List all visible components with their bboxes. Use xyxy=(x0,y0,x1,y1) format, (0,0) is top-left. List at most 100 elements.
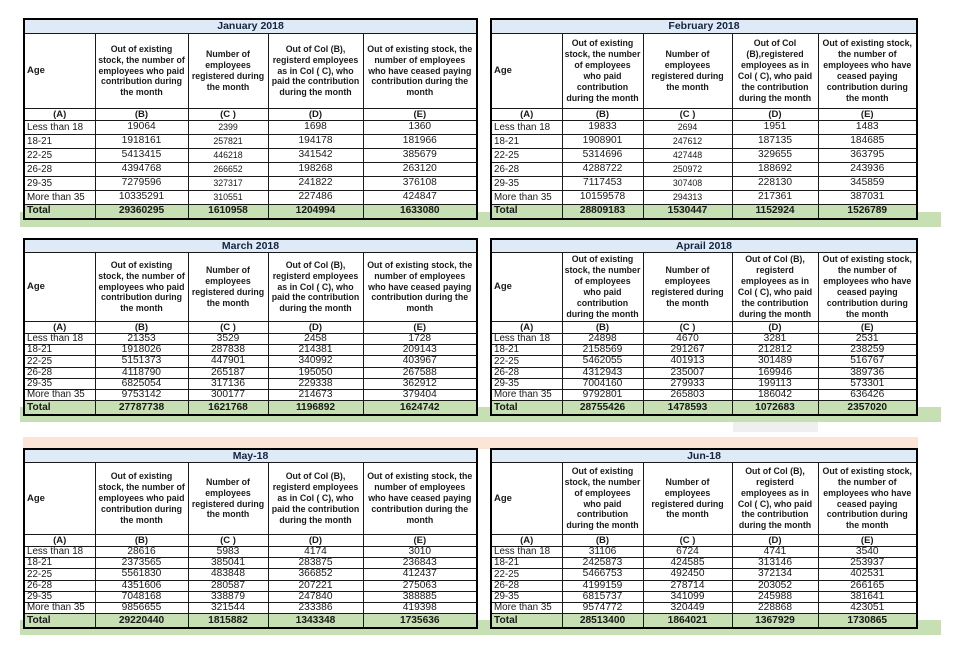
value-cell: 5413415 xyxy=(94,148,189,163)
value-cell: 186042 xyxy=(731,389,819,402)
value-cell: 1483 xyxy=(817,120,918,135)
total-value: 1815882 xyxy=(187,613,269,629)
total-value: 1196892 xyxy=(267,400,364,416)
table-row: 29-35 7004160 279933 199113 573301 xyxy=(490,377,918,391)
value-cell: 385041 xyxy=(187,557,269,570)
value-cell: 381641 xyxy=(817,590,918,604)
value-cell: 2531 xyxy=(817,332,918,346)
value-cell: 278714 xyxy=(642,579,733,592)
age-cell: 26-28 xyxy=(23,366,96,379)
col-header-e: Out of existing stock, the number of emp… xyxy=(817,33,918,109)
value-cell: 419398 xyxy=(362,602,478,615)
col-letter: (E) xyxy=(817,108,918,121)
value-cell: 492450 xyxy=(642,568,733,581)
value-cell: 301489 xyxy=(731,355,819,368)
value-cell: 424847 xyxy=(362,190,478,205)
table-row: 29-35 7117453 307408 228130 345859 xyxy=(490,176,918,191)
age-cell: 29-35 xyxy=(490,176,563,191)
table-row: 18-21 1908901 247612 187135 184685 xyxy=(490,134,918,149)
total-label: Total xyxy=(23,400,96,416)
age-cell: 22-25 xyxy=(490,148,563,163)
table-row: 22-25 5466753 492450 372134 402531 xyxy=(490,568,918,581)
value-cell: 266165 xyxy=(817,579,918,592)
value-cell: 300177 xyxy=(187,389,269,402)
age-cell: Less than 18 xyxy=(23,120,96,135)
table-row: More than 35 10335291 310551 227486 424847 xyxy=(23,190,478,205)
total-value: 29220440 xyxy=(94,613,189,629)
value-cell: 321544 xyxy=(187,602,269,615)
value-cell: 9792801 xyxy=(561,389,644,402)
table-row: 29-35 7048168 338879 247840 388885 xyxy=(23,590,478,604)
value-cell: 388885 xyxy=(362,590,478,604)
value-cell: 402531 xyxy=(817,568,918,581)
col-header-b: Out of existing stock, the number of emp… xyxy=(94,33,189,109)
total-label: Total xyxy=(490,613,563,629)
value-cell: 229338 xyxy=(267,377,364,391)
table-row: 22-25 5314696 427448 329655 363795 xyxy=(490,148,918,163)
col-header-c: Number of employees registered during th… xyxy=(642,252,733,322)
table-row: 26-28 4118790 265187 195050 267588 xyxy=(23,366,478,379)
table-row: 18-21 2158569 291267 212812 238259 xyxy=(490,344,918,357)
value-cell: 363795 xyxy=(817,148,918,163)
table-row: 22-25 5561830 483848 366852 412437 xyxy=(23,568,478,581)
value-cell: 573301 xyxy=(817,377,918,391)
col-letter: (B) xyxy=(94,534,189,547)
col-letter: (D) xyxy=(267,321,364,334)
col-letter: (D) xyxy=(731,108,819,121)
age-cell: More than 35 xyxy=(490,389,563,402)
table-row: 22-25 5413415 446218 341542 385679 xyxy=(23,148,478,163)
value-cell: 181966 xyxy=(362,134,478,149)
value-cell: 238259 xyxy=(817,344,918,357)
value-cell: 21353 xyxy=(94,332,189,346)
value-cell: 4351606 xyxy=(94,579,189,592)
value-cell: 329655 xyxy=(731,148,819,163)
table-row: 22-25 5462055 401913 301489 516767 xyxy=(490,355,918,368)
value-cell: 9574772 xyxy=(561,602,644,615)
value-cell: 10159578 xyxy=(561,190,644,205)
month-table: May-18 Age Out of existing stock, the numb… xyxy=(23,448,479,630)
value-cell: 1698 xyxy=(267,120,364,135)
total-value: 1343348 xyxy=(267,613,364,629)
value-cell: 403967 xyxy=(362,355,478,368)
value-cell: 447901 xyxy=(187,355,269,368)
total-value: 28513400 xyxy=(561,613,644,629)
value-cell: 341099 xyxy=(642,590,733,604)
value-cell: 9856655 xyxy=(94,602,189,615)
age-cell: 29-35 xyxy=(23,377,96,391)
value-cell: 2694 xyxy=(642,120,733,135)
value-cell: 4199159 xyxy=(561,579,644,592)
value-cell: 4670 xyxy=(642,332,733,346)
value-cell: 265803 xyxy=(642,389,733,402)
value-cell: 366852 xyxy=(267,568,364,581)
total-value: 1633080 xyxy=(362,204,478,220)
value-cell: 2158569 xyxy=(561,344,644,357)
total-value: 1624742 xyxy=(362,400,478,416)
value-cell: 187135 xyxy=(731,134,819,149)
value-cell: 320449 xyxy=(642,602,733,615)
total-value: 1864021 xyxy=(642,613,733,629)
value-cell: 250972 xyxy=(642,162,733,177)
total-value: 1478593 xyxy=(642,400,733,416)
value-cell: 2425873 xyxy=(561,557,644,570)
value-cell: 412437 xyxy=(362,568,478,581)
value-cell: 7004160 xyxy=(561,377,644,391)
value-cell: 340992 xyxy=(267,355,364,368)
col-header-d: Out of Col (B), registerd employees as i… xyxy=(731,252,819,322)
value-cell: 6815737 xyxy=(561,590,644,604)
value-cell: 3281 xyxy=(731,332,819,346)
value-cell: 1908901 xyxy=(561,134,644,149)
total-label: Total xyxy=(23,613,96,629)
value-cell: 483848 xyxy=(187,568,269,581)
total-value: 1530447 xyxy=(642,204,733,220)
table-row: Less than 18 21353 3529 2458 1728 xyxy=(23,332,478,346)
col-letter: (C ) xyxy=(187,534,269,547)
value-cell: 263120 xyxy=(362,162,478,177)
col-header-c: Number of employees registered during th… xyxy=(642,33,733,109)
value-cell: 212812 xyxy=(731,344,819,357)
col-header-d: Out of Col (B), registerd employees as i… xyxy=(731,462,819,535)
value-cell: 636426 xyxy=(817,389,918,402)
table-title: March 2018 xyxy=(23,238,478,253)
table-row: 29-35 6825054 317136 229338 362912 xyxy=(23,377,478,391)
value-cell: 198268 xyxy=(267,162,364,177)
age-cell: Less than 18 xyxy=(23,332,96,346)
